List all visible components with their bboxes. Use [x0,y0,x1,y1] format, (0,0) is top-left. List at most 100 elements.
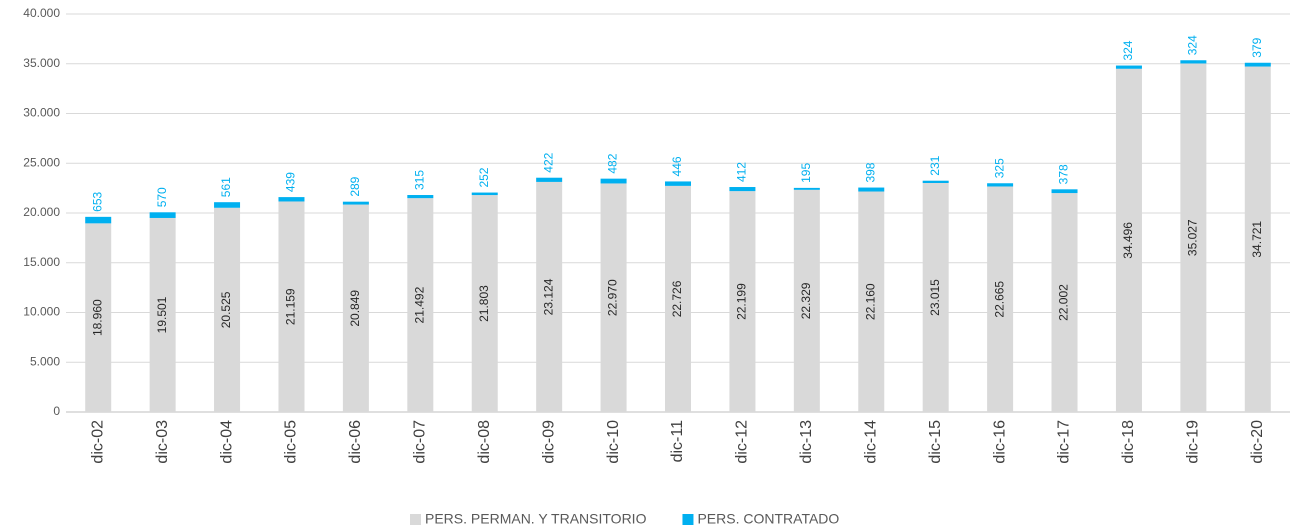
x-tick-label: dic-14 [862,420,879,464]
bar-segment [1115,68,1142,412]
x-tick-label: dic-05 [283,420,300,464]
bar-segment [987,186,1014,412]
x-tick-label: dic-13 [798,420,815,464]
x-tick-label: dic-06 [347,420,364,464]
value-label: 22.199 [735,283,749,320]
bar-segment [85,223,112,412]
bar-segment [1115,65,1142,69]
bar-segment [922,183,949,412]
bar-segment [536,181,563,412]
legend-swatch [682,514,694,525]
y-tick-label: 25.000 [23,155,60,169]
bar-segment [729,187,756,192]
x-tick-label: dic-16 [991,420,1008,464]
value-label: 195 [799,163,813,183]
bar-segment [342,201,369,205]
value-label: 252 [477,167,491,187]
x-tick-label: dic-15 [927,420,944,464]
y-tick-label: 0 [53,404,60,418]
x-tick-label: dic-04 [218,420,235,464]
bar-segment [1244,66,1271,412]
value-label: 325 [992,158,1006,178]
bar-segment [665,185,691,412]
x-tick-label: dic-20 [1249,420,1266,464]
value-label: 23.124 [541,278,555,315]
bar-segment [407,195,434,199]
value-label: 439 [284,172,298,192]
value-label: 34.496 [1121,222,1135,259]
y-tick-label: 10.000 [23,305,60,319]
value-label: 324 [1186,35,1200,55]
value-label: 379 [1250,37,1264,57]
bar-segment [729,191,756,412]
bar-segment [793,187,820,190]
x-tick-label: dic-11 [669,420,686,462]
value-label: 21.159 [284,288,298,325]
value-label: 21.803 [477,285,491,322]
value-label: 22.329 [799,282,813,319]
legend-label: PERS. PERMAN. Y TRANSITORIO [425,511,647,527]
value-label: 22.160 [863,283,877,320]
value-label: 378 [1057,164,1071,184]
bar-segment [600,178,627,184]
value-label: 446 [670,156,684,176]
value-label: 22.665 [992,281,1006,318]
x-tick-label: dic-10 [605,420,622,464]
bar-segment [858,187,885,192]
value-label: 34.721 [1250,221,1264,258]
value-label: 35.027 [1186,219,1200,256]
value-label: 570 [155,187,169,207]
bar-segment [1180,60,1207,64]
y-tick-label: 30.000 [23,106,60,120]
value-label: 21.492 [412,286,426,323]
legend-label: PERS. CONTRATADO [697,511,839,527]
bar-segment [1244,62,1271,67]
bar-segment [922,180,949,184]
x-tick-label: dic-02 [89,420,106,464]
bar-segment [471,192,498,196]
y-tick-label: 20.000 [23,205,60,219]
value-label: 422 [541,152,555,172]
value-label: 22.970 [606,279,620,316]
value-label: 412 [735,162,749,182]
bar-segment [214,202,241,208]
x-tick-label: dic-03 [154,420,171,464]
bar-segment [471,195,498,412]
bar-segment [600,183,627,412]
bar-segment [1051,189,1078,194]
x-tick-label: dic-12 [734,420,751,464]
x-tick-label: dic-19 [1185,420,1202,464]
y-tick-label: 35.000 [23,56,60,70]
bar-segment [1180,63,1207,412]
bar-segment [407,198,434,412]
y-tick-label: 15.000 [23,255,60,269]
value-label: 315 [412,170,426,190]
bar-segment [214,207,241,412]
x-tick-label: dic-09 [540,420,557,464]
x-tick-label: dic-17 [1056,420,1073,464]
value-label: 561 [219,177,233,197]
bar-segment [85,216,112,224]
bar-segment [278,201,305,412]
bar-segment [858,191,885,412]
y-tick-label: 40.000 [23,6,60,20]
y-tick-label: 5.000 [30,354,60,368]
value-label: 20.849 [348,290,362,327]
value-label: 289 [348,176,362,196]
value-label: 653 [90,192,104,212]
value-label: 231 [928,155,942,175]
bar-segment [342,204,369,412]
bar-segment [149,217,176,412]
bar-segment [987,183,1014,187]
x-tick-label: dic-07 [412,420,429,464]
legend-swatch [410,514,421,525]
bar-segment [1051,193,1078,412]
bar-segment [665,181,691,186]
value-label: 20.525 [219,291,233,328]
value-label: 482 [606,153,620,173]
value-label: 18.960 [90,299,104,336]
value-label: 19.501 [155,296,169,333]
x-tick-label: dic-08 [476,420,493,464]
bar-segment [793,189,820,412]
x-tick-label: dic-18 [1120,420,1137,464]
